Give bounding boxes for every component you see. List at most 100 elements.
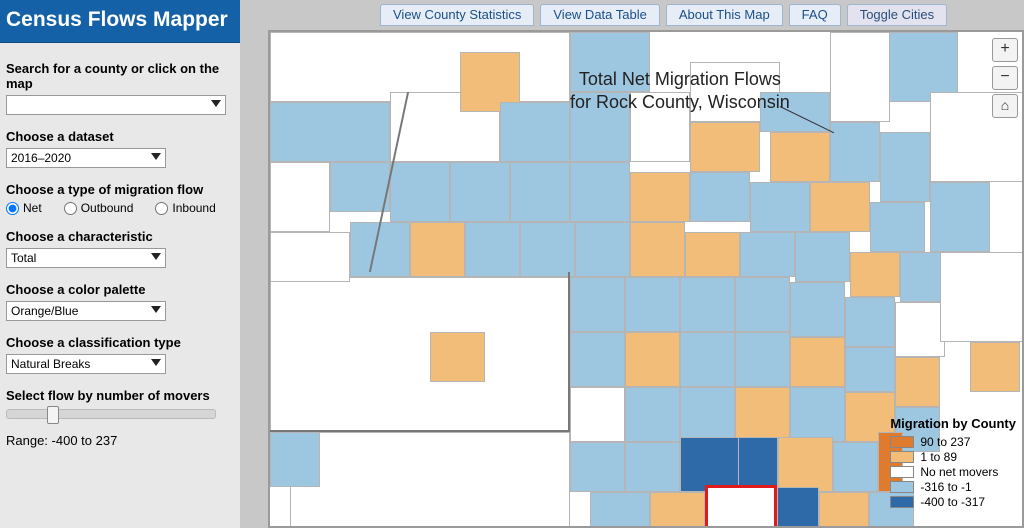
- county-tile[interactable]: [430, 332, 485, 382]
- county-tile[interactable]: [390, 162, 450, 222]
- county-tile[interactable]: [570, 387, 625, 442]
- movers-slider[interactable]: [6, 409, 216, 419]
- county-tile[interactable]: [790, 337, 845, 387]
- county-tile[interactable]: [735, 387, 790, 442]
- county-tile[interactable]: [570, 442, 625, 492]
- characteristic-combo[interactable]: Total: [6, 248, 166, 268]
- legend-row: No net movers: [890, 465, 1016, 479]
- county-tile[interactable]: [625, 332, 680, 387]
- toggle-cities-button[interactable]: Toggle Cities: [847, 4, 947, 26]
- county-tile[interactable]: [575, 222, 630, 277]
- county-tile[interactable]: [590, 492, 650, 528]
- county-tile[interactable]: [750, 182, 810, 232]
- dataset-combo[interactable]: 2016–2020: [6, 148, 166, 168]
- county-tile[interactable]: [270, 232, 350, 282]
- county-tile[interactable]: [690, 172, 750, 222]
- county-tile[interactable]: [795, 232, 850, 282]
- county-tile[interactable]: [690, 122, 760, 172]
- radio-inbound[interactable]: Inbound: [155, 201, 215, 215]
- county-tile[interactable]: [833, 442, 878, 492]
- county-tile[interactable]: [680, 332, 735, 387]
- palette-value: Orange/Blue: [11, 304, 78, 318]
- county-tile[interactable]: [630, 222, 685, 277]
- county-tile[interactable]: [735, 332, 790, 387]
- map-frame[interactable]: Total Net Migration Flows for Rock Count…: [268, 30, 1024, 528]
- county-tile[interactable]: [970, 342, 1020, 392]
- county-tile[interactable]: [810, 182, 870, 232]
- sidebar: Census Flows Mapper Search for a county …: [0, 0, 240, 528]
- county-tile[interactable]: [930, 182, 990, 252]
- dataset-label: Choose a dataset: [6, 129, 234, 144]
- county-tile[interactable]: [680, 277, 735, 332]
- county-tile[interactable]: [777, 487, 819, 528]
- zoom-out-button[interactable]: −: [992, 66, 1018, 90]
- county-tile[interactable]: [680, 387, 735, 442]
- county-tile[interactable]: [510, 162, 570, 222]
- county-tile[interactable]: [570, 332, 625, 387]
- county-tile[interactable]: [738, 437, 778, 492]
- county-tile[interactable]: [680, 437, 740, 492]
- zoom-controls: + − ⌂: [992, 38, 1018, 118]
- zoom-in-button[interactable]: +: [992, 38, 1018, 62]
- county-tile[interactable]: [350, 222, 410, 277]
- county-tile[interactable]: [830, 32, 890, 122]
- county-tile[interactable]: [895, 302, 945, 357]
- county-tile[interactable]: [625, 387, 680, 442]
- county-tile[interactable]: [870, 202, 925, 252]
- slider-label: Select flow by number of movers: [6, 388, 234, 403]
- county-tile[interactable]: [630, 172, 690, 222]
- county-tile[interactable]: [845, 347, 895, 392]
- county-tile[interactable]: [819, 492, 869, 528]
- county-tile[interactable]: [270, 277, 570, 437]
- county-tile[interactable]: [625, 277, 680, 332]
- legend-label: -316 to -1: [920, 480, 971, 494]
- chevron-down-icon: [151, 253, 161, 260]
- legend-swatch: [890, 481, 914, 493]
- county-tile[interactable]: [270, 432, 320, 487]
- county-tile[interactable]: [450, 162, 510, 222]
- county-tile[interactable]: [625, 442, 680, 492]
- county-tile[interactable]: [778, 437, 833, 492]
- selected-county[interactable]: [705, 485, 777, 528]
- county-tile[interactable]: [735, 277, 790, 332]
- about-map-button[interactable]: About This Map: [666, 4, 783, 26]
- county-tile[interactable]: [845, 297, 895, 347]
- county-tile[interactable]: [740, 232, 795, 277]
- county-tile[interactable]: [895, 357, 940, 407]
- county-tile[interactable]: [500, 102, 570, 162]
- county-tile[interactable]: [790, 387, 845, 442]
- county-tile[interactable]: [520, 222, 575, 277]
- county-tile[interactable]: [790, 282, 845, 337]
- palette-combo[interactable]: Orange/Blue: [6, 301, 166, 321]
- radio-outbound[interactable]: Outbound: [64, 201, 134, 215]
- view-county-stats-button[interactable]: View County Statistics: [380, 4, 534, 26]
- county-tile[interactable]: [880, 132, 930, 202]
- radio-outbound-input[interactable]: [64, 202, 77, 215]
- county-tile[interactable]: [290, 432, 570, 528]
- slider-thumb[interactable]: [47, 406, 59, 424]
- legend-swatch: [890, 451, 914, 463]
- map-title-line1: Total Net Migration Flows: [579, 69, 781, 89]
- search-label: Search for a county or click on the map: [6, 61, 234, 91]
- county-tile[interactable]: [270, 162, 330, 232]
- county-tile[interactable]: [330, 162, 390, 212]
- view-data-table-button[interactable]: View Data Table: [540, 4, 659, 26]
- county-tile[interactable]: [570, 162, 630, 222]
- faq-button[interactable]: FAQ: [789, 4, 841, 26]
- county-search-combo[interactable]: [6, 95, 226, 115]
- county-tile[interactable]: [570, 277, 625, 332]
- county-tile[interactable]: [270, 102, 390, 162]
- county-tile[interactable]: [650, 492, 705, 528]
- home-extent-button[interactable]: ⌂: [992, 94, 1018, 118]
- county-tile[interactable]: [465, 222, 520, 277]
- county-tile[interactable]: [830, 122, 880, 182]
- radio-net-input[interactable]: [6, 202, 19, 215]
- county-tile[interactable]: [685, 232, 740, 277]
- county-tile[interactable]: [410, 222, 465, 277]
- radio-inbound-input[interactable]: [155, 202, 168, 215]
- radio-net[interactable]: Net: [6, 201, 42, 215]
- county-tile[interactable]: [850, 252, 900, 297]
- classification-combo[interactable]: Natural Breaks: [6, 354, 166, 374]
- county-tile[interactable]: [940, 252, 1024, 342]
- county-tile[interactable]: [770, 132, 830, 182]
